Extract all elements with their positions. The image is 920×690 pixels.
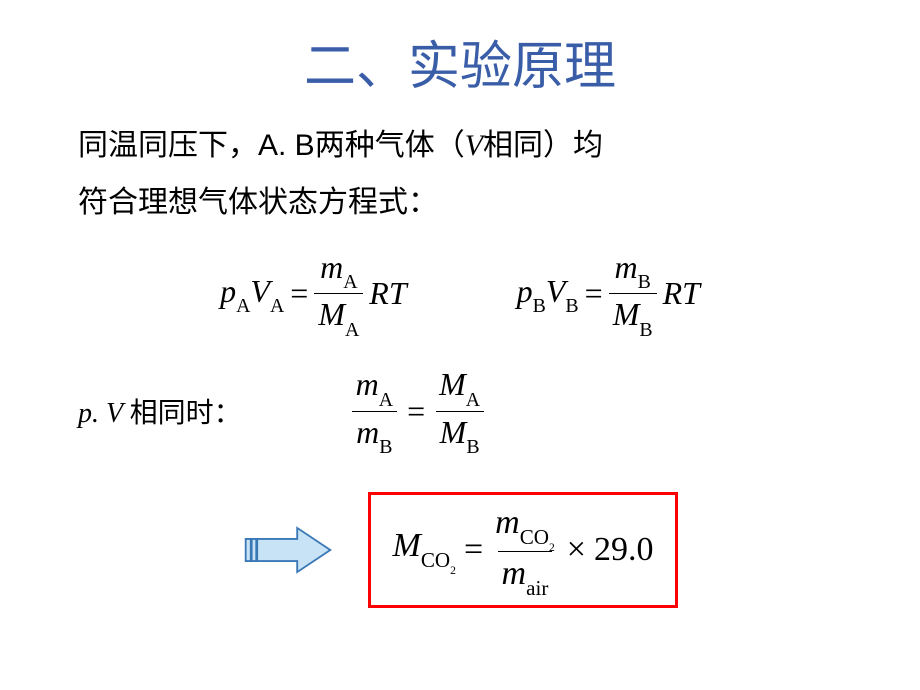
boxed-M-sub-co: CO xyxy=(421,548,450,572)
eqA-num-sub: A xyxy=(343,271,357,293)
intro-text: 同温同压下，A. B两种气体（V相同）均 符合理想气体状态方程式： xyxy=(0,99,920,231)
equation-row-1: pAVA = mA MA RT pBVB = mB MB RT xyxy=(0,249,920,338)
boxed-den-sub: air xyxy=(526,576,548,600)
bottom-row: MCO2 = mCO2 mair × 29.0 xyxy=(0,492,920,608)
mid-lnum-m: m xyxy=(356,366,379,402)
line1-var: V xyxy=(465,129,483,162)
eqA-den-sub: A xyxy=(345,319,359,341)
eqA-rhs: RT xyxy=(369,275,406,312)
boxed-times: × xyxy=(567,531,586,569)
eqA-V: V xyxy=(250,273,270,309)
mid-rden-M: M xyxy=(440,414,467,450)
equation-b: pBVB = mB MB RT xyxy=(517,249,700,338)
boxed-equals: = xyxy=(464,531,483,569)
mid-row: p. V 相同时： mA mB = MA MB xyxy=(0,366,920,455)
boxed-num-sub-co: CO xyxy=(520,525,549,549)
boxed-M: M xyxy=(393,527,421,564)
eqB-V: V xyxy=(546,273,566,309)
eqA-p: p xyxy=(220,273,236,309)
boxed-const: 29.0 xyxy=(594,531,654,569)
eqA-equals: = xyxy=(290,275,308,312)
mid-frac-right: MA MB xyxy=(435,366,484,455)
eqA-psub: A xyxy=(236,295,250,317)
boxed-den-m: m xyxy=(502,555,527,592)
mid-rnum-M: M xyxy=(439,366,466,402)
eqB-lhs: pBVB xyxy=(517,273,579,315)
mid-label: p. V 相同时： xyxy=(78,391,242,431)
mid-equals: = xyxy=(407,393,425,430)
mid-label-post: 相同时： xyxy=(130,397,242,428)
eqB-num-m: m xyxy=(614,249,637,285)
mid-rnum-sub: A xyxy=(466,389,480,411)
mid-lden-m: m xyxy=(356,414,379,450)
mid-rden-sub: B xyxy=(466,436,479,458)
mid-lden-sub: B xyxy=(379,436,392,458)
arrow-icon xyxy=(242,524,334,576)
title-text: 二、实验原理 xyxy=(304,39,616,96)
mid-label-pre: p. V xyxy=(78,398,130,429)
boxed-num-m: m xyxy=(495,504,520,541)
boxed-lhs: MCO2 xyxy=(393,527,456,572)
eqA-num-m: m xyxy=(320,249,343,285)
intro-line-1: 同温同压下，A. B两种气体（V相同）均 xyxy=(78,117,850,174)
eqB-den-sub: B xyxy=(639,319,652,341)
eqA-fraction: mA MA xyxy=(314,249,363,338)
arrow-shape xyxy=(245,528,330,572)
line1-post: 相同）均 xyxy=(483,129,603,162)
eqB-fraction: mB MB xyxy=(609,249,657,338)
boxed-M-sub2: 2 xyxy=(450,564,456,577)
eqB-equals: = xyxy=(585,275,603,312)
boxed-equation: MCO2 = mCO2 mair × 29.0 xyxy=(368,492,679,608)
intro-line-2: 符合理想气体状态方程式： xyxy=(78,174,850,231)
slide-title: 二、实验原理 xyxy=(0,0,920,99)
eqA-Vsub: A xyxy=(270,295,284,317)
line1-pre: 同温同压下，A. B两种气体（ xyxy=(78,129,465,162)
boxed-num-sub2: 2 xyxy=(549,541,555,554)
mid-frac-left: mA mB xyxy=(352,366,397,455)
equation-a: pAVA = mA MA RT xyxy=(220,249,407,338)
eqB-num-sub: B xyxy=(638,271,651,293)
eqB-den-M: M xyxy=(613,296,640,332)
eqB-psub: B xyxy=(533,295,546,317)
boxed-num-sub: CO2 xyxy=(520,525,555,549)
mid-equation: mA mB = MA MB xyxy=(352,366,484,455)
boxed-M-sub: CO2 xyxy=(421,548,456,572)
boxed-fraction: mCO2 mair xyxy=(491,503,559,597)
eqB-rhs: RT xyxy=(663,275,700,312)
eqA-lhs: pAVA xyxy=(220,273,284,315)
eqB-p: p xyxy=(517,273,533,309)
eqB-Vsub: B xyxy=(565,295,578,317)
mid-lnum-sub: A xyxy=(379,389,393,411)
eqA-den-M: M xyxy=(318,296,345,332)
